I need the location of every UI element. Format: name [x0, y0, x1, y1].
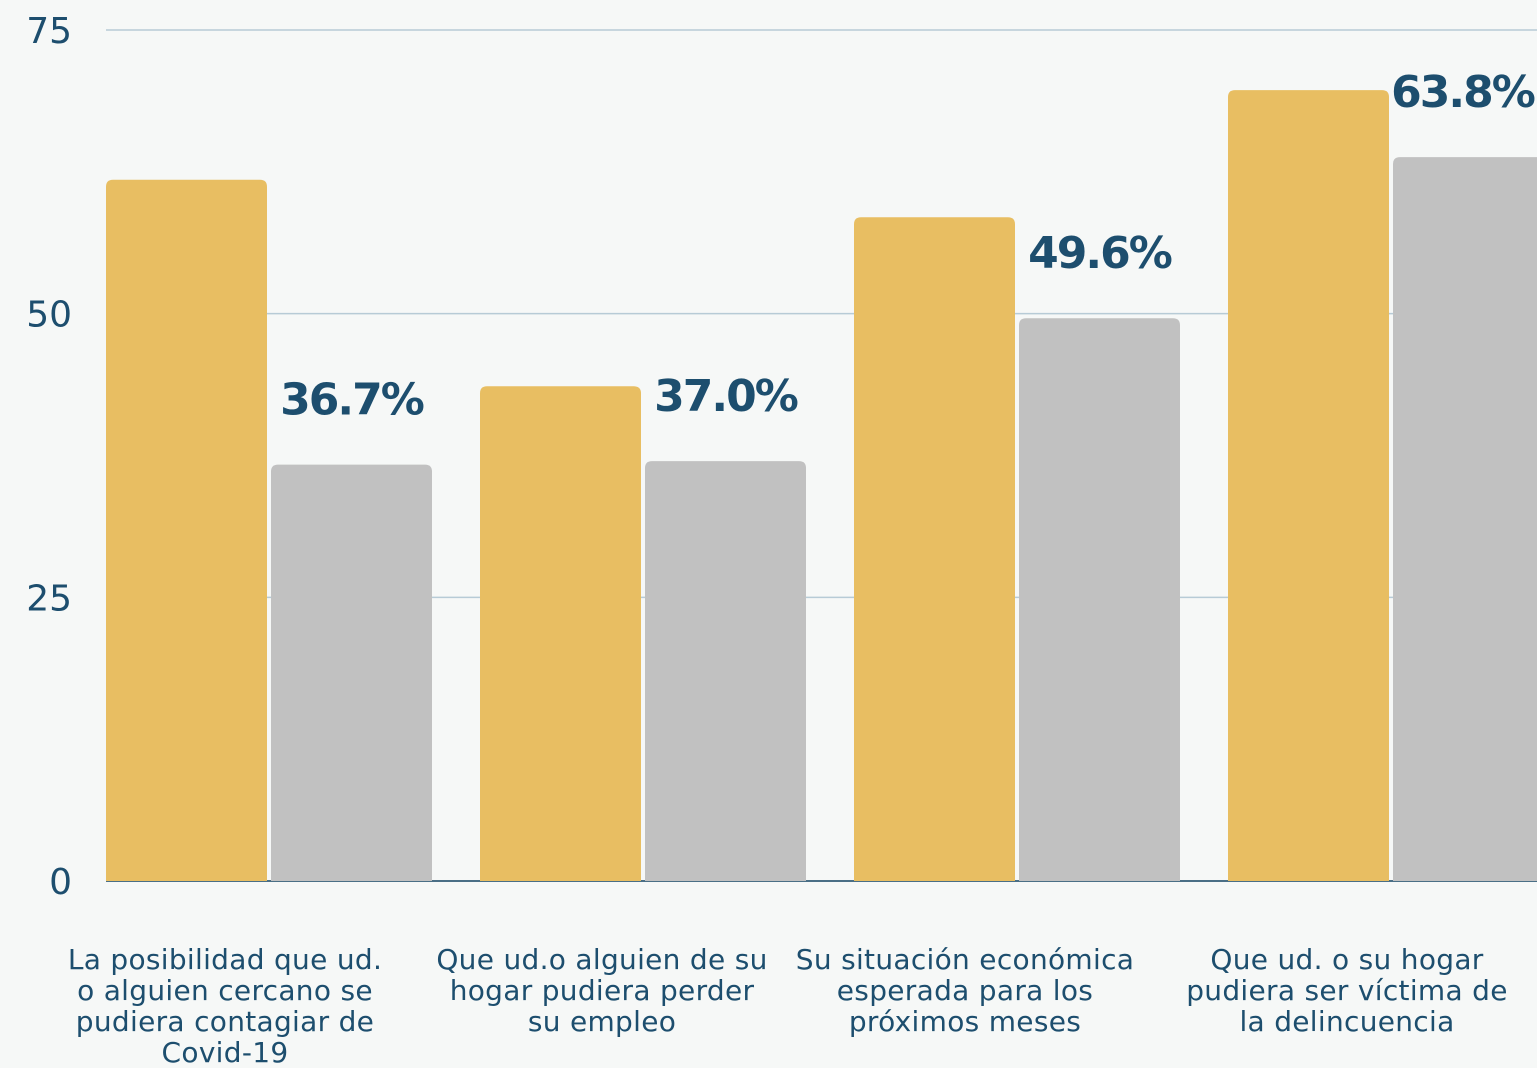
bar-series2-cat1	[271, 464, 432, 881]
data-label-cat1: 36.7%	[280, 375, 424, 426]
bar-series1-cat2	[480, 386, 641, 881]
y-tick-label-50: 50	[26, 295, 72, 336]
category-label-covid: La posibilidad que ud. o alguien cercano…	[67, 943, 383, 1068]
data-labels: 36.7% 37.0% 49.6% 63.8%	[280, 67, 1537, 426]
data-label-cat2: 37.0%	[654, 371, 798, 422]
y-axis-ticks: 0 25 50 75	[26, 11, 72, 903]
bar-series1-cat1	[106, 179, 267, 881]
bar-series1-cat3	[854, 217, 1015, 882]
category-label-delincuencia: Que ud. o su hogar pudiera ser víctima d…	[1186, 943, 1508, 1038]
y-tick-label-75: 75	[26, 11, 72, 52]
y-tick-label-0: 0	[49, 862, 72, 903]
category-label-empleo: Que ud.o alguien de su hogar pudiera per…	[436, 943, 768, 1038]
bar-series2-cat4	[1393, 157, 1537, 881]
category-label-economica: Su situación económica esperada para los…	[795, 943, 1135, 1038]
data-label-cat3: 49.6%	[1028, 228, 1172, 279]
data-label-cat4: 63.8%	[1391, 67, 1535, 118]
bar-series2-cat2	[645, 461, 806, 881]
y-tick-label-25: 25	[26, 578, 72, 619]
bar-series1-cat4	[1228, 90, 1389, 882]
bar-series2-cat3	[1019, 318, 1180, 881]
bars	[106, 90, 1537, 882]
